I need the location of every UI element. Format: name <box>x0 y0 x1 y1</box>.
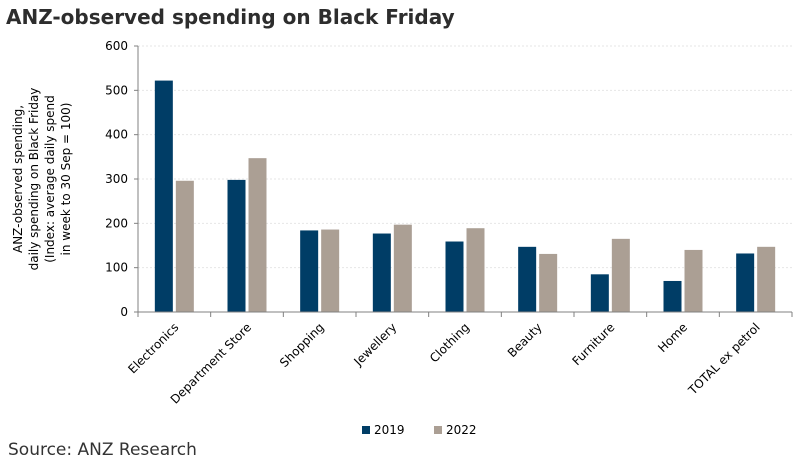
y-tick-label: 600 <box>105 39 128 53</box>
y-tick-label: 100 <box>105 261 128 275</box>
x-tick-label: Furniture <box>569 320 617 368</box>
x-tick-label: Electronics <box>125 320 181 376</box>
legend-label: 2022 <box>446 423 477 437</box>
bar-2022-6 <box>611 238 630 312</box>
y-tick-label: 500 <box>105 83 128 97</box>
y-axis-label-line: (Index: average daily spend <box>43 95 57 263</box>
legend-swatch <box>434 426 442 434</box>
bar-2022-4 <box>466 228 485 312</box>
bar-2022-1 <box>248 158 267 312</box>
bar-2019-8 <box>736 253 755 312</box>
x-tick-label: Clothing <box>427 320 472 365</box>
bar-2019-1 <box>227 179 246 312</box>
y-axis-ticks: 0 100 200 300 400 500 600 <box>105 39 138 319</box>
bar-2019-2 <box>300 230 319 312</box>
source-note: Source: ANZ Research <box>8 440 197 460</box>
y-tick-label: 0 <box>120 305 128 319</box>
bar-2019-4 <box>445 241 464 312</box>
legend: 2019 2022 <box>362 423 477 437</box>
y-axis-label-line: in week to 30 Sep = 100) <box>59 103 73 256</box>
y-tick-label: 300 <box>105 172 128 186</box>
x-tick-label: Department Store <box>168 320 254 406</box>
y-axis-label-line: daily spending on Black Friday <box>27 88 41 271</box>
legend-swatch <box>362 426 370 434</box>
bar-2019-7 <box>663 280 682 312</box>
y-axis-label-line: ANZ-observed spending, <box>11 105 25 253</box>
bar-2022-2 <box>321 229 340 312</box>
chart-title: ANZ-observed spending on Black Friday <box>6 5 455 29</box>
bar-2019-0 <box>154 80 173 312</box>
bar-2019-5 <box>518 246 537 312</box>
axes <box>137 46 793 317</box>
y-tick-label: 200 <box>105 216 128 230</box>
bars <box>154 80 776 312</box>
bar-2019-6 <box>590 274 609 312</box>
bar-2022-0 <box>175 180 194 312</box>
bar-2019-3 <box>372 233 391 312</box>
y-tick-label: 400 <box>105 128 128 142</box>
legend-label: 2019 <box>374 423 405 437</box>
x-tick-label: Shopping <box>277 320 327 370</box>
x-tick-label: TOTAL ex petrol <box>685 320 763 398</box>
x-tick-label: Jewellery <box>351 320 400 369</box>
bar-2022-8 <box>757 246 776 312</box>
x-tick-label: Beauty <box>505 320 545 360</box>
y-axis-label: ANZ-observed spending, daily spending on … <box>11 88 73 271</box>
x-tick-label: Home <box>655 320 690 355</box>
bar-2022-5 <box>539 253 558 312</box>
bar-2022-7 <box>684 249 703 312</box>
bar-2022-3 <box>393 224 412 312</box>
grid-lines <box>138 45 792 269</box>
